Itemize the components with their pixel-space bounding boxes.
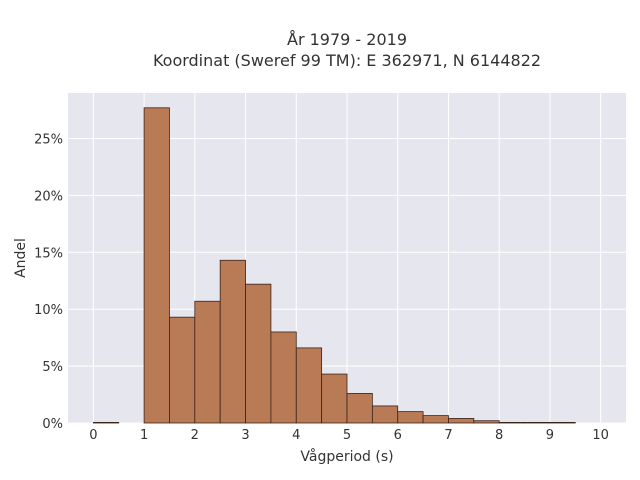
histogram-bar xyxy=(245,283,272,424)
y-tick-label: 0% xyxy=(42,417,63,432)
histogram-bar xyxy=(194,300,221,424)
histogram-bar xyxy=(397,411,424,424)
histogram-bar xyxy=(448,418,475,424)
x-tick-label: 4 xyxy=(292,428,300,443)
x-tick-label: 0 xyxy=(89,428,97,443)
histogram-bar xyxy=(219,259,246,424)
x-axis-ticks: 0 1 2 3 4 5 6 7 8 9 10 xyxy=(89,428,609,443)
x-tick-label: 7 xyxy=(444,428,452,443)
histogram-bar xyxy=(270,331,297,424)
y-tick-label: 20% xyxy=(34,189,63,204)
histogram-bar xyxy=(524,421,551,424)
chart-title-line1: År 1979 - 2019 xyxy=(287,30,407,49)
y-tick-label: 25% xyxy=(34,133,63,148)
histogram-bar xyxy=(371,405,399,424)
x-tick-label: 6 xyxy=(394,428,402,443)
histogram-bar xyxy=(92,421,120,424)
histogram-bar xyxy=(346,393,373,424)
histogram-bar xyxy=(143,107,170,424)
histogram-bar xyxy=(549,421,576,424)
y-tick-label: 10% xyxy=(34,303,63,318)
histogram-bar xyxy=(321,373,348,424)
y-axis-ticks: 0% 5% 10% 15% 20% 25% xyxy=(34,133,63,432)
histogram-bar xyxy=(295,347,323,424)
chart-title-line2: Koordinat (Sweref 99 TM): E 362971, N 61… xyxy=(153,51,541,70)
bars xyxy=(92,107,576,424)
x-tick-label: 3 xyxy=(241,428,249,443)
histogram-bar xyxy=(498,421,525,424)
y-axis-label: Andel xyxy=(13,238,29,278)
x-tick-label: 1 xyxy=(140,428,148,443)
x-tick-label: 2 xyxy=(191,428,199,443)
histogram-bar xyxy=(473,420,500,424)
x-tick-label: 9 xyxy=(546,428,554,443)
x-axis-label: Vågperiod (s) xyxy=(300,448,393,465)
x-tick-label: 10 xyxy=(592,428,609,443)
y-tick-label: 5% xyxy=(42,360,63,375)
x-tick-label: 8 xyxy=(495,428,503,443)
histogram-bar xyxy=(169,316,196,424)
y-tick-label: 15% xyxy=(34,246,63,261)
histogram-bar xyxy=(422,415,449,424)
x-tick-label: 5 xyxy=(343,428,351,443)
